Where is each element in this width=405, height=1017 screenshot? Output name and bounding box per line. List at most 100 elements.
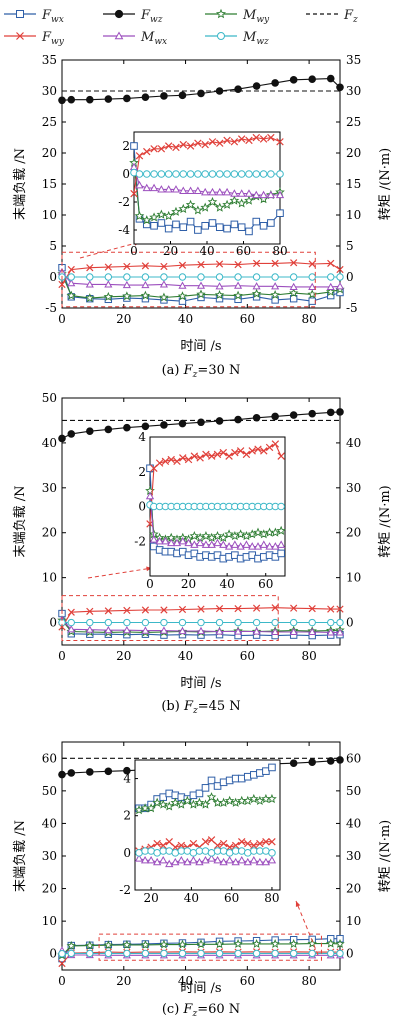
inset-frame xyxy=(134,759,281,891)
inset-data-point xyxy=(244,839,252,848)
data-point xyxy=(308,758,317,766)
inset-data-point xyxy=(188,799,199,809)
inset-data-point xyxy=(223,224,231,233)
inset-data-point xyxy=(130,189,138,198)
inset-data-point xyxy=(157,185,166,193)
data-point xyxy=(289,282,298,290)
data-point xyxy=(289,949,298,958)
x-tick-label: 20 xyxy=(116,312,131,326)
inset-data-point xyxy=(193,186,203,194)
data-point xyxy=(234,273,242,281)
inset-data-point xyxy=(266,190,276,199)
inset-data-point xyxy=(267,219,275,227)
data-point xyxy=(178,626,187,635)
inset-data-point xyxy=(150,145,158,153)
series-mwy xyxy=(57,268,345,303)
inset-data-point xyxy=(206,792,217,802)
data-point xyxy=(234,85,242,93)
data-point xyxy=(86,427,94,436)
y-tick-label: 5 xyxy=(49,239,57,253)
inset-data-point xyxy=(152,797,162,807)
inset-data-point xyxy=(200,799,211,809)
inset-data-point xyxy=(271,440,280,448)
data-point xyxy=(308,618,316,627)
inset-data-point xyxy=(259,135,268,143)
inset-data-point xyxy=(231,448,239,457)
inset-data-point xyxy=(172,220,180,229)
data-point xyxy=(178,605,187,614)
panel-caption: (c) Fz=60 N xyxy=(162,1002,240,1017)
y-tick-label: 10 xyxy=(42,914,57,928)
inset-data-point xyxy=(194,170,202,178)
data-point xyxy=(252,604,261,612)
zoom-arrow xyxy=(295,900,319,956)
inset-x-tick-label: 80 xyxy=(272,244,287,258)
caption-symbol: F xyxy=(182,1002,193,1017)
legend-marker xyxy=(217,32,225,40)
y-tick-label: 30 xyxy=(42,84,57,98)
inset-data-point xyxy=(244,195,254,205)
inset-data-point xyxy=(216,139,224,147)
data-point xyxy=(85,293,95,303)
inset-data-point xyxy=(134,805,144,815)
inset-data-point xyxy=(259,170,268,178)
data-point xyxy=(160,92,168,100)
y-axis-title: 末端负载 /N xyxy=(13,148,28,220)
inset-data-point xyxy=(256,839,264,848)
inset-data-point xyxy=(231,841,240,850)
x-axis-title: 时间 /s xyxy=(180,339,221,354)
data-point xyxy=(215,87,224,95)
data-point xyxy=(58,770,66,779)
data-point xyxy=(215,260,224,268)
inset-y-tick-label: 0 xyxy=(122,167,130,181)
inset-data-point xyxy=(223,136,231,145)
legend-marker xyxy=(114,31,124,40)
inset-data-point xyxy=(214,202,225,212)
data-point xyxy=(308,604,316,613)
inset-data-point xyxy=(173,457,181,466)
y-right-tick-label: 35 xyxy=(346,53,361,67)
inset-series-fwx xyxy=(130,142,284,236)
inset-data-point xyxy=(253,542,263,550)
legend-marker xyxy=(114,9,124,19)
data-point xyxy=(289,76,298,84)
inset-data-point xyxy=(276,138,284,146)
data-point xyxy=(104,607,112,615)
inset-data-point xyxy=(195,857,204,866)
inset-data-point xyxy=(201,855,210,864)
data-point xyxy=(308,260,316,268)
data-point xyxy=(58,434,66,443)
legend-item-mwy: Mwy xyxy=(205,8,270,25)
y-tick-label: 20 xyxy=(42,146,57,160)
inset-series-mwx xyxy=(145,491,286,550)
inset-data-point xyxy=(164,170,173,178)
inset-data-point xyxy=(170,797,181,807)
inset-series-mwx xyxy=(134,854,277,868)
series-mwz xyxy=(58,618,344,627)
data-point xyxy=(58,950,66,958)
inset-data-point xyxy=(153,839,161,848)
data-point xyxy=(327,949,335,958)
data-point xyxy=(86,264,94,272)
zoom-arrowhead xyxy=(295,901,301,907)
data-point xyxy=(197,260,205,269)
inset-data-point xyxy=(179,454,187,462)
inset-series-fwx xyxy=(146,464,285,563)
inset-data-point xyxy=(207,196,218,207)
data-point xyxy=(326,408,335,417)
inset-data-point xyxy=(261,857,271,866)
inset-data-point xyxy=(189,839,198,848)
data-point xyxy=(123,618,131,627)
inset-data-point xyxy=(271,542,280,550)
legend-label-main: F xyxy=(41,8,52,23)
panel-caption: (b) Fz=45 N xyxy=(161,699,240,716)
legend-item-fwx: Fwx xyxy=(4,8,64,25)
data-point xyxy=(326,757,335,765)
y-axis-title: 末端负载 /N xyxy=(13,820,28,892)
data-point xyxy=(122,939,132,949)
legend-item-fwz: Fwz xyxy=(103,8,163,25)
inset-data-point xyxy=(178,203,189,214)
data-point xyxy=(67,95,76,104)
data-point xyxy=(251,288,262,298)
inset-data-point xyxy=(158,799,169,809)
